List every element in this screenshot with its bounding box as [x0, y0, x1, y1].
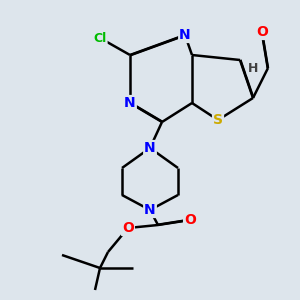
- Text: H: H: [248, 61, 258, 74]
- Text: O: O: [184, 213, 196, 227]
- Text: N: N: [179, 28, 191, 42]
- Text: N: N: [124, 96, 136, 110]
- Text: Cl: Cl: [93, 32, 106, 44]
- Text: S: S: [213, 113, 223, 127]
- Text: O: O: [256, 25, 268, 39]
- Text: N: N: [144, 203, 156, 217]
- Text: O: O: [122, 221, 134, 235]
- Text: N: N: [144, 141, 156, 155]
